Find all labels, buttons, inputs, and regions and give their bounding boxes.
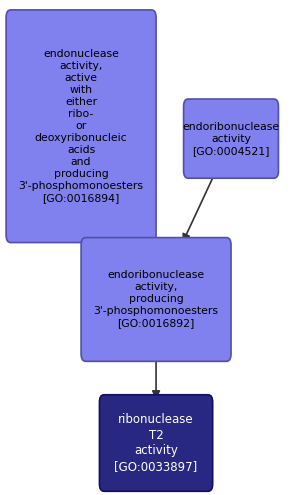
FancyBboxPatch shape <box>99 395 213 491</box>
FancyBboxPatch shape <box>6 10 156 243</box>
Text: endonuclease
activity,
active
with
either
ribo-
or
deoxyribonucleic
acids
and
pr: endonuclease activity, active with eithe… <box>19 49 144 203</box>
FancyBboxPatch shape <box>184 99 278 178</box>
Text: endoribonuclease
activity
[GO:0004521]: endoribonuclease activity [GO:0004521] <box>182 122 280 155</box>
Text: ribonuclease
T2
activity
[GO:0033897]: ribonuclease T2 activity [GO:0033897] <box>114 413 198 473</box>
Text: endoribonuclease
activity,
producing
3'-phosphomonoesters
[GO:0016892]: endoribonuclease activity, producing 3'-… <box>94 270 218 329</box>
FancyBboxPatch shape <box>81 238 231 361</box>
